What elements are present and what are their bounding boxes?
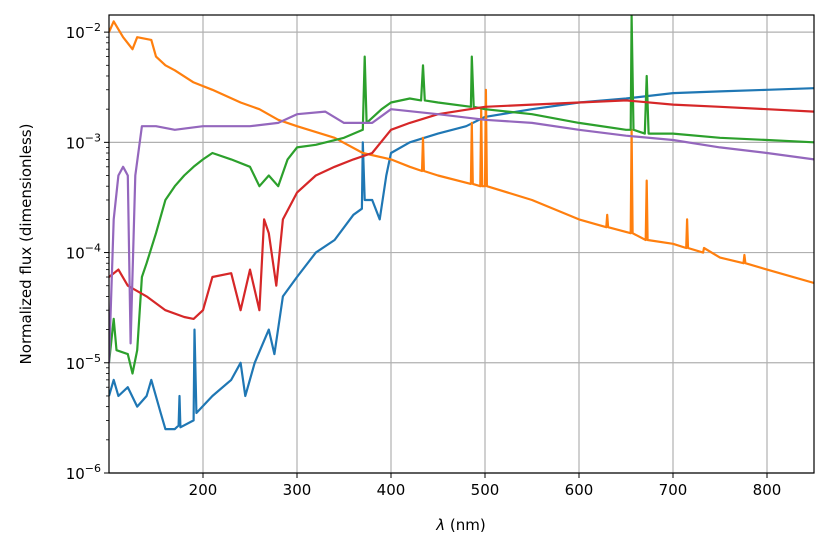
axis-ticks: 200 300 400 500 600 700 800 10−6 10−5 10−4 10−3 10−… xyxy=(66,21,782,499)
x-tick-label: 200 xyxy=(189,481,218,499)
y-tick-label: 10−5 xyxy=(66,352,101,373)
y-tick-label: 10−2 xyxy=(66,21,101,42)
y-tick-label: 10−3 xyxy=(66,131,101,152)
series-line-purple xyxy=(109,108,814,363)
series-line-green xyxy=(109,15,814,375)
grid xyxy=(109,15,814,474)
y-axis-label: Normalized flux (dimensionless) xyxy=(17,124,35,365)
y-tick-label: 10−6 xyxy=(66,462,101,483)
x-tick-label: 600 xyxy=(565,481,594,499)
series-line-orange xyxy=(109,20,814,285)
plot-frame xyxy=(108,14,815,474)
x-tick-label: 500 xyxy=(471,481,500,499)
y-tick-label: 10−4 xyxy=(66,242,101,263)
x-tick-label: 400 xyxy=(377,481,406,499)
series-line-red xyxy=(109,99,814,320)
x-tick-label: 800 xyxy=(753,481,782,499)
x-tick-label: 300 xyxy=(283,481,312,499)
series-line-blue xyxy=(109,87,814,431)
series-lines xyxy=(109,15,814,431)
x-tick-label: 700 xyxy=(659,481,688,499)
x-axis-label: λ (nm) xyxy=(435,516,485,534)
